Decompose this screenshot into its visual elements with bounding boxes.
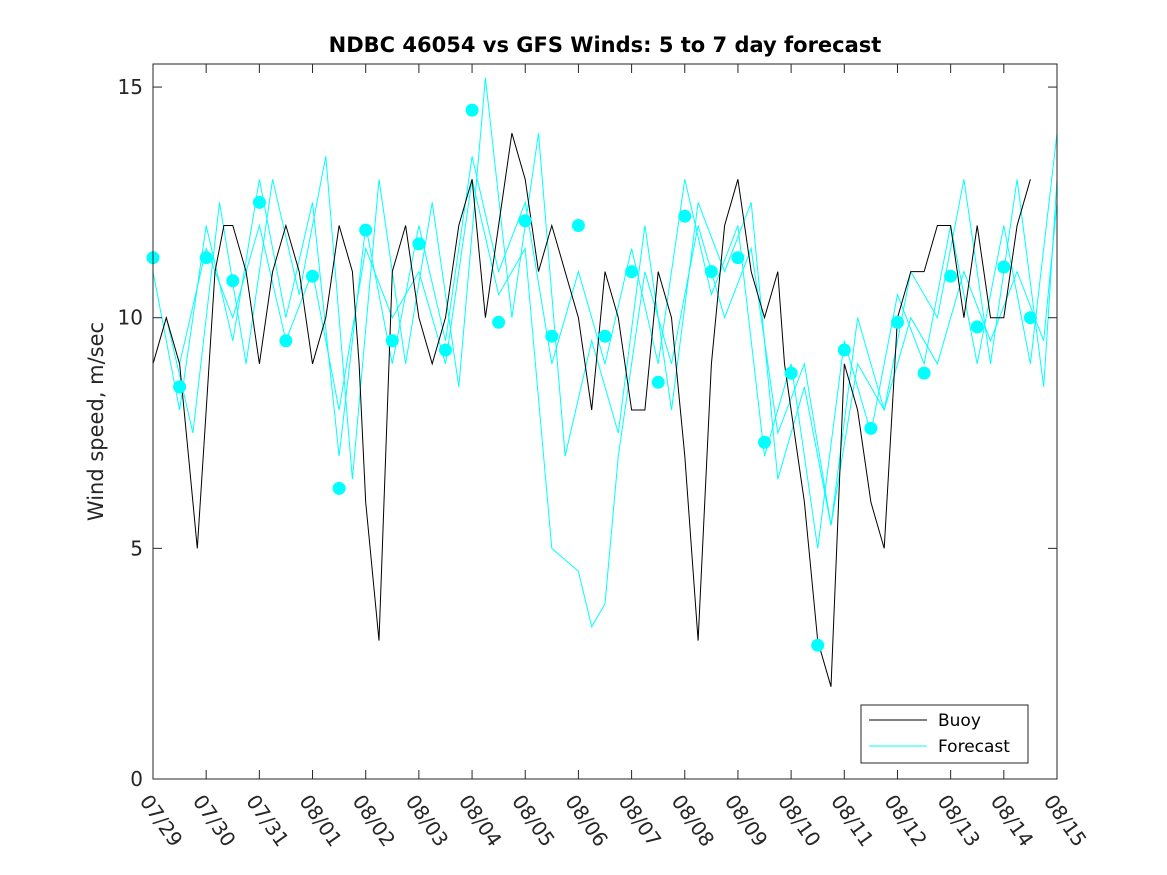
x-tick-label: 08/08 <box>667 790 720 851</box>
x-tick-label: 08/09 <box>720 790 773 851</box>
x-tick-label: 08/07 <box>613 790 666 851</box>
forecast-point <box>651 375 665 389</box>
x-tick-label: 08/05 <box>507 790 560 851</box>
x-tick-label: 08/01 <box>294 790 347 851</box>
y-axis-title: Wind speed, m/sec <box>84 322 108 521</box>
x-tick-label: 08/10 <box>773 790 826 851</box>
forecast-point <box>199 251 213 265</box>
x-tick-label: 08/12 <box>879 790 932 851</box>
forecast-point <box>917 366 931 380</box>
forecast-point <box>385 334 399 348</box>
x-tick-label: 08/15 <box>1039 790 1092 851</box>
forecast-point <box>306 269 319 283</box>
x-tick-label: 08/04 <box>454 790 507 851</box>
y-tick-label: 5 <box>130 536 143 560</box>
forecast-point <box>545 329 559 343</box>
y-tick-label: 10 <box>118 306 143 330</box>
x-tick-label: 07/30 <box>188 790 241 851</box>
series-layer <box>146 77 1058 687</box>
legend-label-forecast: Forecast <box>938 737 1010 757</box>
forecast-point <box>598 329 612 343</box>
forecast-point <box>678 209 692 223</box>
forecast-point <box>412 237 426 251</box>
x-tick-label: 07/31 <box>241 790 294 851</box>
forecast-point <box>226 274 240 288</box>
forecast-point <box>891 315 904 329</box>
forecast-point <box>731 251 745 265</box>
plot-frame <box>152 63 1058 780</box>
forecast-series-line <box>165 77 1058 526</box>
forecast-point <box>439 343 452 357</box>
forecast-point <box>625 265 639 279</box>
forecast-point <box>252 195 266 209</box>
forecast-point <box>864 421 878 435</box>
y-tick-label: 0 <box>130 767 143 791</box>
x-tick-label: 08/02 <box>348 790 401 851</box>
forecast-point <box>571 219 585 232</box>
forecast-point <box>173 380 187 394</box>
x-tick-label: 07/29 <box>135 790 188 851</box>
forecast-point <box>465 103 479 117</box>
forecast-point <box>944 269 958 283</box>
forecast-point <box>811 638 825 652</box>
forecast-point <box>758 435 771 449</box>
forecast-point <box>279 334 293 348</box>
forecast-point <box>359 223 373 237</box>
x-tick-label: 08/06 <box>560 790 613 851</box>
legend-box <box>860 704 1029 764</box>
forecast-series-line <box>179 179 1058 629</box>
legend-label-buoy: Buoy <box>938 711 981 731</box>
forecast-series-line <box>152 133 1058 549</box>
forecast-point <box>1023 311 1037 325</box>
y-tick-label: 15 <box>118 75 143 99</box>
forecast-point <box>837 343 851 357</box>
buoy-series-line <box>152 133 1031 687</box>
forecast-point <box>970 320 984 334</box>
legend: Buoy Forecast <box>860 704 1029 764</box>
forecast-point <box>704 265 718 279</box>
x-tick-label: 08/11 <box>826 790 879 851</box>
forecast-point <box>784 366 798 380</box>
plot-area <box>153 64 1057 779</box>
forecast-point <box>997 260 1011 274</box>
forecast-point <box>492 315 506 329</box>
forecast-point <box>518 214 532 228</box>
x-tick-label: 08/03 <box>401 790 454 851</box>
x-tick-label: 08/13 <box>933 790 986 851</box>
chart-title: NDBC 46054 vs GFS Winds: 5 to 7 day fore… <box>329 33 882 57</box>
x-tick-label: 08/14 <box>986 790 1039 851</box>
forecast-point <box>332 481 346 495</box>
